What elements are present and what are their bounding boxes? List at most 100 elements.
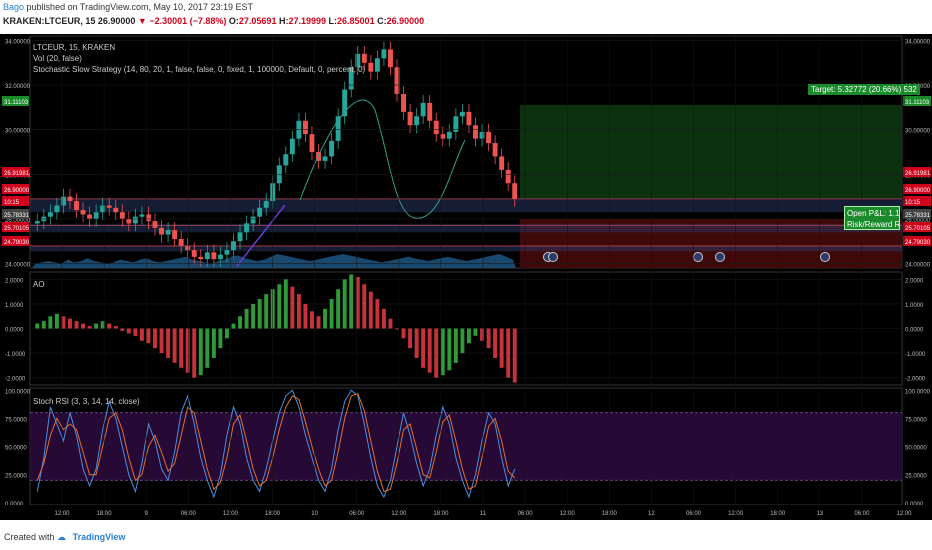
ao-bar — [368, 291, 373, 329]
level-band-1 — [30, 223, 902, 233]
main-legend: LTCEUR, 15, KRAKEN Vol (20, false) Stoch… — [33, 42, 365, 75]
candle-body — [93, 212, 99, 219]
ao-bar — [211, 328, 216, 358]
stoch-y-tick-right: 50.0000 — [905, 446, 927, 452]
ao-bar — [251, 303, 256, 329]
created-with-text: Created with — [4, 532, 55, 542]
ao-bar — [224, 328, 229, 339]
ao-bar — [499, 328, 504, 368]
ao-bar — [35, 323, 40, 329]
tradingview-logo-icon: ☁ — [57, 532, 67, 542]
price-label-left-bg — [2, 184, 29, 194]
ao-bar — [48, 316, 53, 329]
candle-body — [499, 156, 505, 170]
x-tick: 06:00 — [349, 511, 365, 517]
ao-y-tick-right: 1.0000 — [905, 303, 924, 309]
level-band-0 — [30, 198, 902, 213]
stoch-line-d — [36, 392, 516, 493]
ohlc-line: KRAKEN:LTCEUR, 15 26.90000 ▼ −2.30001 (−… — [3, 16, 424, 26]
ao-bar — [185, 328, 190, 373]
ao-bar — [395, 328, 399, 330]
x-tick: 12 — [648, 511, 655, 517]
candle-body — [342, 89, 348, 117]
candle-body — [446, 131, 452, 139]
x-tick: 18:00 — [770, 511, 786, 517]
candle-body — [473, 125, 478, 139]
candle-body — [322, 156, 328, 161]
candle-body — [139, 214, 145, 217]
candle-body — [440, 134, 446, 139]
x-tick: 13 — [816, 511, 823, 517]
legend-strategy[interactable]: Stochastic Slow Strategy (14, 80, 20, 1,… — [33, 65, 366, 74]
high-value: 27.19999 — [288, 16, 327, 26]
strategy-curve — [299, 99, 466, 219]
ao-bar — [113, 326, 118, 329]
candle-body — [132, 216, 138, 224]
ao-bar — [434, 328, 439, 378]
candle-body — [420, 102, 426, 117]
stoch-pane-label[interactable]: Stoch RSI (3, 3, 14, 14, close) — [33, 397, 140, 406]
stoch-line-k — [36, 389, 516, 499]
ao-y-tick-right: 2.0000 — [905, 278, 924, 284]
price-label-left: 26.91981 — [4, 171, 30, 177]
ao-bar — [427, 328, 432, 373]
risk-reward-text: Risk/Reward Ra — [847, 220, 900, 229]
published-text: published on TradingView.com, May 10, 20… — [26, 2, 254, 12]
ao-y-tick-left: 2.0000 — [5, 278, 24, 284]
candle-body — [217, 254, 223, 260]
candle-body — [54, 205, 60, 213]
candle-body — [119, 212, 125, 219]
ao-bar — [100, 321, 105, 329]
ao-bar — [329, 299, 334, 329]
ao-bar — [342, 279, 347, 329]
ao-bar — [139, 328, 144, 341]
order-marker-icon — [715, 252, 725, 262]
ao-bar — [126, 328, 131, 334]
price-label-right-bg — [903, 96, 931, 106]
x-tick: 12:00 — [560, 511, 576, 517]
x-tick: 18:00 — [433, 511, 449, 517]
candle-body — [335, 116, 341, 141]
price-label-right-bg — [903, 167, 931, 177]
y-tick-right: 30.00000 — [905, 129, 931, 135]
author-link[interactable]: Bago — [3, 2, 25, 12]
candle-body — [67, 196, 73, 202]
legend-volume[interactable]: Vol (20, false) — [33, 54, 82, 63]
price-label-left: 24.79030 — [4, 240, 30, 246]
candle-body — [433, 120, 439, 135]
ao-bar — [486, 328, 491, 349]
price-label-left-bg — [2, 236, 29, 246]
open-label: O: — [228, 16, 239, 26]
candle-body — [283, 154, 289, 166]
stoch-y-tick-right: 75.0000 — [905, 417, 927, 423]
legend-title[interactable]: LTCEUR, 15, KRAKEN — [33, 43, 116, 52]
order-marker-icon — [693, 252, 703, 262]
candle-body — [244, 223, 250, 233]
ao-bar — [94, 323, 99, 329]
stoch-y-tick-left: 75.0000 — [5, 417, 27, 423]
tradingview-link[interactable]: TradingView — [72, 532, 126, 542]
candle-body — [80, 210, 86, 215]
x-tick: 06:00 — [854, 511, 870, 517]
last-price: 26.90000 — [97, 16, 136, 26]
ao-bar — [473, 328, 478, 336]
high-label: H: — [278, 16, 289, 26]
ao-bar — [296, 294, 301, 329]
publish-header: Bago published on TradingView.com, May 1… — [0, 0, 932, 34]
volume-area — [32, 254, 516, 268]
candle-body — [172, 230, 178, 239]
ao-pane-label[interactable]: AO — [33, 280, 45, 289]
ao-bar — [107, 323, 112, 329]
candle-body — [211, 252, 217, 260]
open-value: 27.05691 — [238, 16, 277, 26]
x-tick: 12:00 — [391, 511, 407, 517]
stoch-y-tick-left: 100.0000 — [5, 389, 31, 395]
price-label-left: 26.90000 — [4, 188, 30, 194]
ao-bar — [120, 328, 125, 331]
ao-bar — [205, 328, 210, 368]
price-label-left: 10:15 — [4, 200, 20, 206]
x-tick: 12:00 — [54, 511, 70, 517]
low-value: 26.85001 — [337, 16, 375, 26]
ao-bar — [166, 328, 171, 358]
